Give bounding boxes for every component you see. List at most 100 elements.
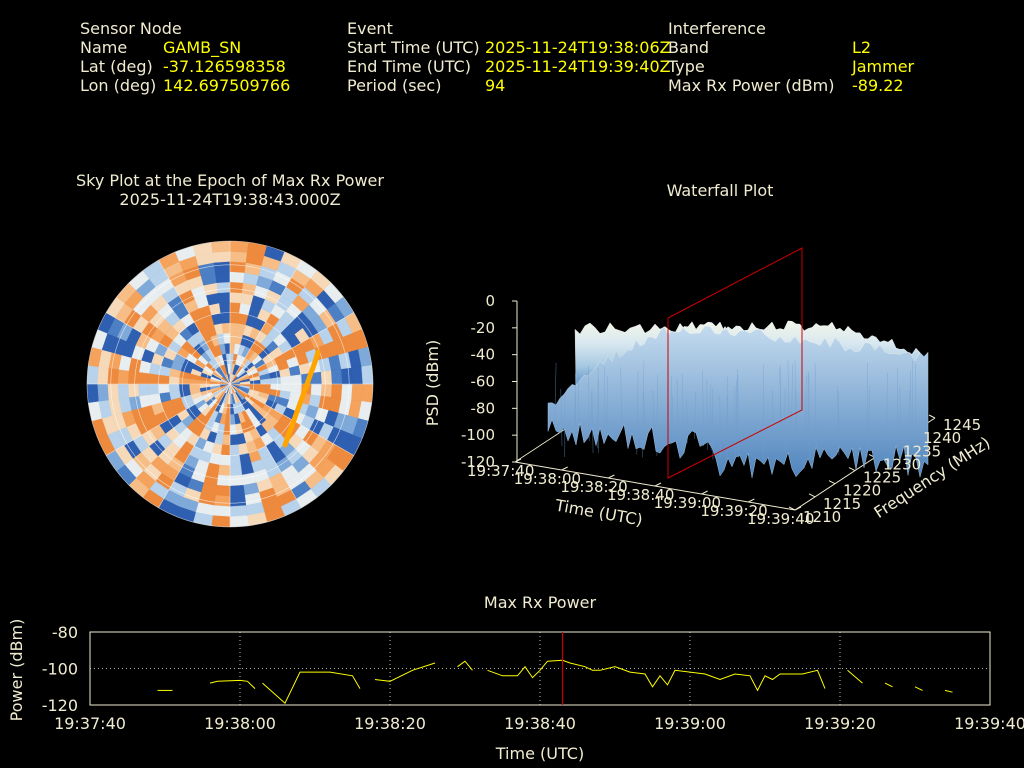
waterfall-streak bbox=[656, 374, 658, 456]
sky-cell bbox=[229, 281, 244, 294]
waterfall-z-tick-label: -40 bbox=[471, 346, 496, 364]
sky-cell bbox=[211, 515, 231, 527]
waterfall-epoch-marker bbox=[667, 247, 803, 479]
sky-plot bbox=[86, 240, 374, 528]
waterfall-streak bbox=[681, 373, 684, 432]
maxpower-y-label: Power (dBm) bbox=[7, 619, 26, 722]
sky-cell bbox=[107, 367, 119, 385]
sky-cell bbox=[229, 241, 249, 253]
sensor-name-label: Name bbox=[80, 38, 128, 57]
event-end-value: 2025-11-24T19:39:40Z bbox=[485, 57, 671, 76]
sky-cell bbox=[331, 383, 343, 399]
waterfall-streak bbox=[899, 386, 901, 432]
waterfall-freq-tick bbox=[808, 493, 816, 498]
sky-cell bbox=[137, 383, 150, 397]
waterfall-streak bbox=[652, 390, 655, 439]
interference-band-value: L2 bbox=[852, 38, 872, 57]
waterfall-z-label: PSD (dBm) bbox=[423, 340, 442, 426]
waterfall-streak bbox=[554, 362, 557, 424]
sky-cell bbox=[96, 383, 109, 402]
sky-spoke bbox=[229, 260, 302, 385]
waterfall-z-tick-label: 0 bbox=[485, 292, 495, 310]
sky-cell bbox=[137, 371, 150, 385]
sky-cell bbox=[229, 444, 240, 456]
waterfall-time-tick-label: 19:39:00 bbox=[654, 494, 721, 512]
sky-cell bbox=[220, 444, 231, 456]
maxpower-x-tick-label: 19:38:20 bbox=[354, 714, 426, 733]
waterfall-z-tick-label: -20 bbox=[471, 319, 496, 337]
sky-cell bbox=[320, 370, 333, 385]
waterfall-streak bbox=[642, 360, 645, 458]
waterfall-time-tick bbox=[561, 466, 568, 471]
waterfall-time-tick-label: 19:37:40 bbox=[467, 462, 534, 480]
waterfall-streak bbox=[814, 362, 817, 451]
sky-cell bbox=[216, 281, 231, 294]
maxpower-x-tick-label: 19:38:40 bbox=[504, 714, 576, 733]
maxpower-x-tick-label: 19:39:20 bbox=[804, 714, 876, 733]
waterfall-time-tick-label: 19:38:00 bbox=[514, 470, 581, 488]
sky-cell bbox=[158, 374, 170, 385]
waterfall-freq-tick-label: 1245 bbox=[943, 416, 981, 434]
waterfall-time-tick-label: 19:39:20 bbox=[700, 502, 767, 520]
waterfall-streak bbox=[779, 368, 782, 423]
sky-cell bbox=[229, 495, 247, 507]
waterfall-z-tick-label: -80 bbox=[471, 399, 496, 417]
sensor-lon-label: Lon (deg) bbox=[80, 76, 157, 95]
sky-spoke bbox=[106, 312, 231, 385]
sky-cell bbox=[219, 454, 231, 466]
interference-type-label: Type bbox=[668, 57, 705, 76]
waterfall-streak bbox=[620, 367, 622, 424]
sky-cell bbox=[178, 383, 190, 391]
sky-cell bbox=[351, 366, 364, 385]
sky-cell bbox=[361, 383, 373, 403]
event-period-label: Period (sec) bbox=[347, 76, 442, 95]
sky-cell bbox=[220, 312, 231, 324]
waterfall-streak bbox=[706, 378, 708, 450]
maxpower-series-line bbox=[847, 669, 863, 684]
sky-cell bbox=[290, 374, 302, 385]
sky-cell bbox=[219, 302, 231, 314]
sky-cell bbox=[229, 271, 245, 283]
sky-cell bbox=[290, 383, 302, 394]
sky-track-head bbox=[312, 349, 321, 365]
waterfall-streak bbox=[866, 362, 869, 457]
sky-spoke bbox=[229, 312, 354, 385]
sky-cell bbox=[229, 261, 247, 273]
waterfall-time-tick bbox=[654, 482, 662, 487]
waterfall-streak bbox=[643, 392, 646, 424]
interference-type-value: Jammer bbox=[852, 57, 915, 76]
sky-cell bbox=[215, 271, 231, 283]
interference-band-label: Band bbox=[668, 38, 710, 57]
sky-cell bbox=[168, 383, 180, 393]
waterfall-streak bbox=[560, 388, 563, 447]
sky-cell bbox=[341, 383, 353, 401]
waterfall-time-tick bbox=[608, 474, 615, 479]
maxpower-y-tick-label: -120 bbox=[42, 696, 78, 715]
waterfall-freq-tick-label: 1240 bbox=[923, 429, 961, 447]
maxpower-series-line bbox=[209, 679, 256, 689]
waterfall-streak bbox=[837, 386, 840, 456]
sky-cell bbox=[229, 424, 237, 436]
sensor-lon-value: 142.697509766 bbox=[163, 76, 291, 95]
waterfall-streak bbox=[590, 392, 593, 421]
sky-cell bbox=[216, 474, 231, 487]
sky-cell bbox=[223, 332, 231, 344]
sky-cell bbox=[217, 291, 231, 304]
maxpower-x-tick-label: 19:38:00 bbox=[204, 714, 276, 733]
maxpower-x-label: Time (UTC) bbox=[495, 744, 584, 763]
sensor-lat-label: Lat (deg) bbox=[80, 57, 153, 76]
waterfall-streak bbox=[591, 389, 594, 454]
sky-cell bbox=[96, 366, 109, 385]
waterfall-streak bbox=[719, 395, 721, 458]
sky-cell bbox=[280, 375, 292, 385]
waterfall-streak bbox=[897, 368, 899, 454]
sensor-heading: Sensor Node bbox=[80, 19, 182, 38]
sky-cell bbox=[215, 485, 231, 497]
waterfall-streak bbox=[711, 388, 714, 460]
waterfall-time-tick-label: 19:38:40 bbox=[607, 486, 674, 504]
waterfall-streak bbox=[694, 391, 696, 439]
maxpower-y-tick-label: -100 bbox=[42, 660, 78, 679]
waterfall-freq-tick-label: 1210 bbox=[803, 508, 841, 526]
